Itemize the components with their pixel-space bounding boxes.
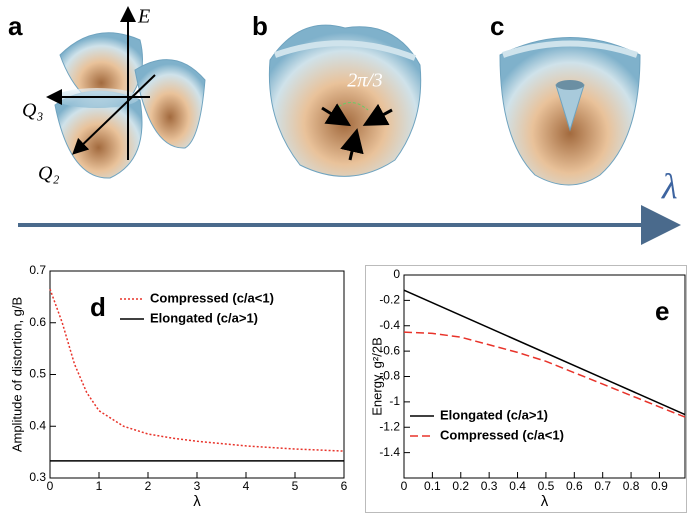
surface-c (499, 37, 641, 186)
x-tick-label: 0.8 (623, 479, 640, 493)
surface-b (268, 24, 422, 177)
x-tick-label: 0.3 (481, 479, 498, 493)
panel-label: b (252, 11, 268, 41)
surface-a (54, 32, 206, 179)
x-tick-label: 5 (292, 479, 299, 493)
panel-frame (365, 265, 687, 513)
x-tick-label: 0.2 (452, 479, 469, 493)
x-tick-label: 0.5 (538, 479, 555, 493)
x-tick-label: 0 (401, 479, 408, 493)
line (403, 331, 686, 418)
panel-label: d (90, 292, 106, 322)
plot-frame (403, 274, 686, 479)
arrow-label: λ (661, 166, 678, 206)
axis-q2 (72, 74, 156, 155)
x-tick-label: 3 (194, 479, 201, 493)
panel-label: e (655, 296, 669, 326)
y-axis-label: Amplitude of distortion, g/B (9, 297, 24, 452)
arrow (321, 103, 352, 127)
axis-label: E (137, 6, 150, 28)
axis-label: Q₃ (22, 100, 43, 122)
x-axis-label: λ (541, 493, 549, 510)
y-tick-label: 0.6 (29, 315, 46, 329)
y-tick-label: -0.4 (379, 318, 400, 332)
x-tick-label: 2 (145, 479, 152, 493)
x-axis-label: λ (193, 493, 201, 510)
angle-label: 2π/3 (347, 70, 383, 92)
line (49, 288, 345, 452)
y-tick-label: 0 (393, 267, 400, 281)
arrow (362, 103, 393, 126)
x-tick-label: 0.1 (424, 479, 441, 493)
line (403, 289, 686, 416)
y-tick-label: 0.4 (29, 418, 46, 432)
y-tick-label: -0.8 (379, 369, 400, 383)
x-tick-label: 0.9 (651, 479, 668, 493)
plot-frame (49, 270, 345, 479)
y-axis-label: Energy, g²/2B (369, 337, 384, 416)
x-tick-label: 0 (47, 479, 54, 493)
panel-label: c (490, 11, 504, 41)
arrow (340, 128, 364, 161)
x-tick-label: 1 (96, 479, 103, 493)
x-tick-label: 0.4 (509, 479, 526, 493)
legend-label: Elongated (c/a>1) (150, 310, 258, 325)
legend-label: Elongated (c/a>1) (440, 407, 548, 422)
y-tick-label: 0.3 (29, 470, 46, 484)
y-tick-label: -1.2 (379, 419, 400, 433)
y-tick-label: 0.7 (29, 263, 46, 277)
x-tick-label: 4 (243, 479, 250, 493)
x-tick-label: 0.7 (594, 479, 611, 493)
axis-label: Q₂ (38, 163, 59, 185)
y-tick-label: -0.6 (379, 343, 400, 357)
legend-label: Compressed (c/a<1) (440, 427, 564, 442)
x-tick-label: 6 (341, 479, 348, 493)
y-tick-label: -0.2 (379, 293, 400, 307)
y-tick-label: 0.5 (29, 367, 46, 381)
y-tick-label: -1 (389, 394, 400, 408)
angle-arc (334, 102, 369, 111)
x-tick-label: 0.6 (566, 479, 583, 493)
panel-label: a (8, 11, 23, 41)
y-tick-label: -1.4 (379, 445, 400, 459)
legend-label: Compressed (c/a<1) (150, 290, 274, 305)
